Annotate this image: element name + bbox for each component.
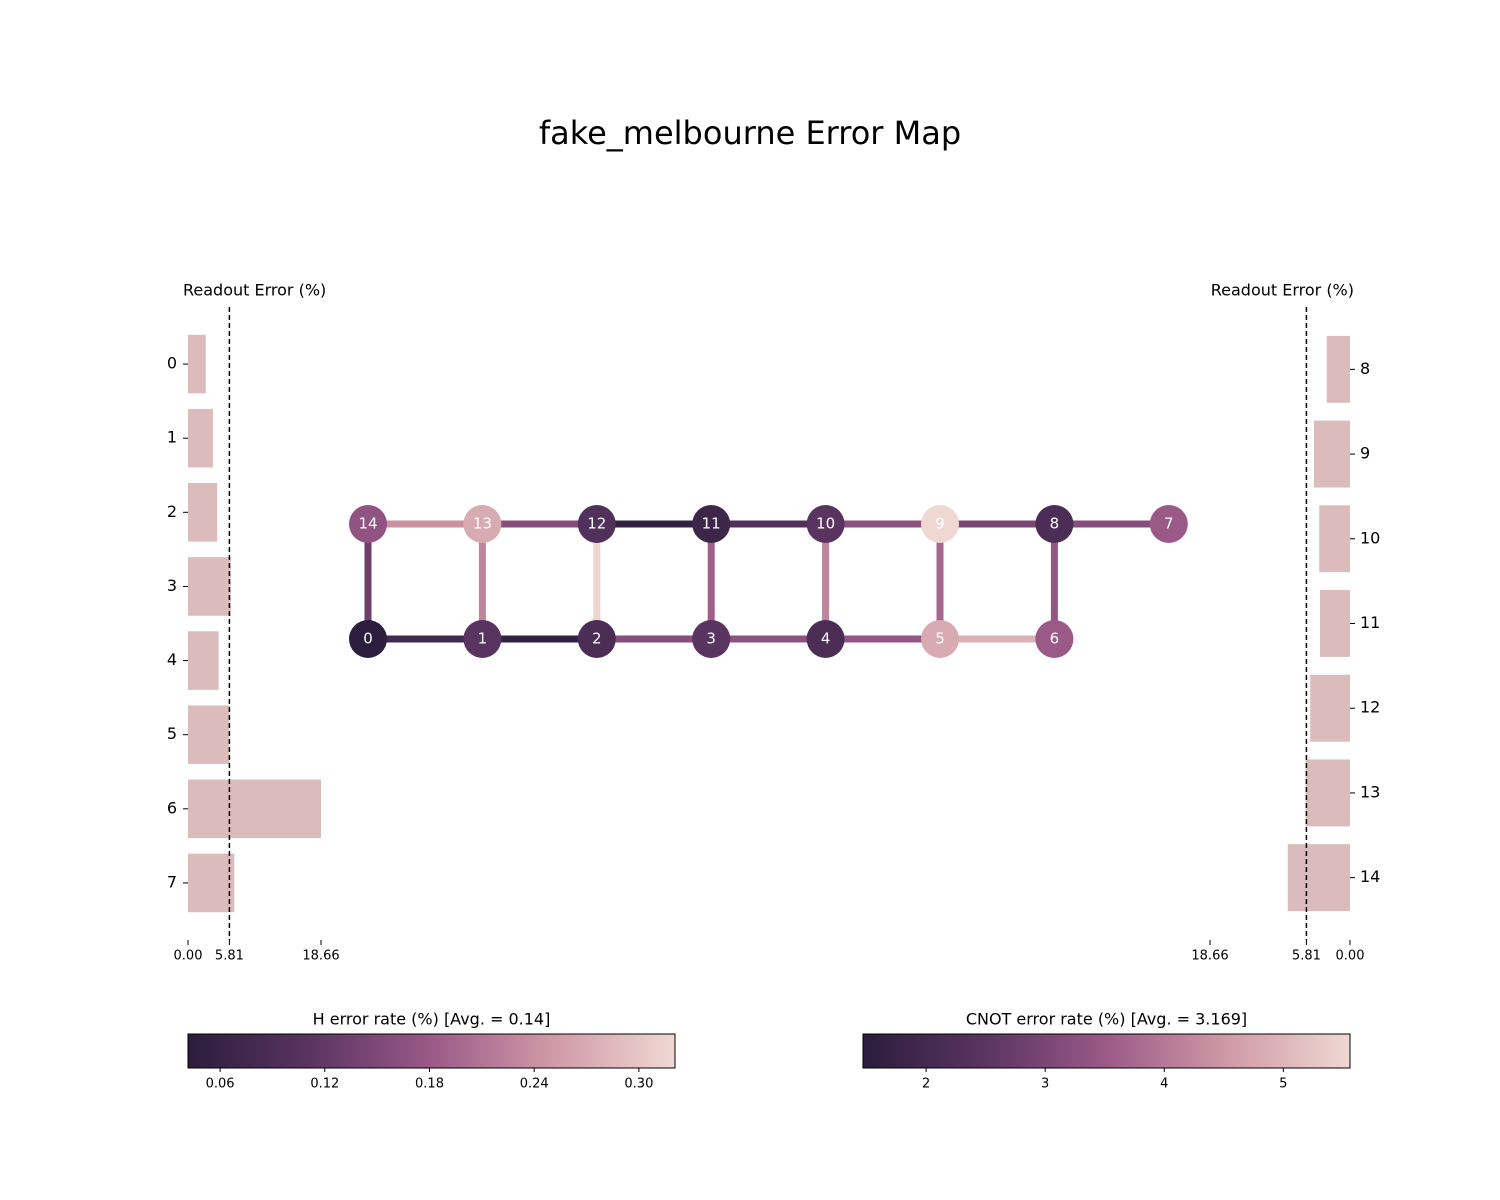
y-tick-label: 11 [1360,613,1380,632]
qubit-label: 2 [592,630,602,648]
y-tick-label: 9 [1360,444,1370,463]
bar [188,779,321,839]
qubit-node [349,620,387,658]
bar [188,853,235,913]
bar [188,408,213,468]
qubit-node [349,505,387,543]
y-tick-label: 1 [167,428,177,447]
y-tick-label: 14 [1360,867,1380,886]
colorbar-tick-label: 0.24 [520,1077,549,1092]
colorbar-tick-label: 0.12 [310,1077,339,1092]
qubit-label: 1 [478,630,488,648]
colorbar-tick-label: 0.06 [206,1077,235,1092]
x-tick-label: 0.00 [1336,949,1365,964]
x-tick-label: 0.00 [174,949,203,964]
bar [188,334,206,394]
qubit-node [921,620,959,658]
qubit-label: 4 [821,630,831,648]
bar [188,705,230,764]
y-tick-label: 4 [167,650,177,669]
bar [1313,420,1350,488]
y-tick-label: 2 [167,502,177,521]
qubit-node [1035,505,1074,543]
colorbar-title: CNOT error rate (%) [Avg. = 3.169] [966,1010,1247,1029]
qubit-node [1149,505,1188,543]
qubit-label: 13 [473,515,492,533]
qubit-label: 11 [702,515,721,533]
y-tick-label: 13 [1360,782,1380,801]
bar [1310,674,1350,742]
qubit-node [463,620,502,658]
colorbar [187,1033,676,1069]
qubit-node [806,620,845,658]
qubit-label: 12 [587,515,606,533]
qubit-node [1035,620,1074,658]
bar [1319,505,1350,573]
qubit-label: 6 [1050,630,1060,648]
colorbar-tick-label: 0.30 [624,1077,653,1092]
x-tick-label: 5.81 [1292,949,1321,964]
x-tick-label: 18.66 [302,949,339,964]
qubit-node [577,620,616,658]
bar [188,631,219,690]
axis-title: Readout Error (%) [183,281,326,300]
qubit-node [692,620,731,658]
chart-title: fake_melbourne Error Map [539,114,961,152]
bar [1287,844,1350,912]
x-tick-label: 5.81 [215,949,244,964]
y-tick-label: 12 [1360,698,1380,717]
colorbar-tick-label: 4 [1160,1077,1168,1092]
bar [1319,590,1350,657]
qubit-label: 5 [935,630,945,648]
y-tick-label: 7 [167,872,177,891]
axis-title: Readout Error (%) [1211,281,1354,300]
bar [188,557,231,616]
y-tick-label: 8 [1360,359,1370,378]
qubit-node [692,505,731,543]
qubit-node [463,505,502,543]
bar [1326,335,1350,403]
y-tick-label: 3 [167,576,177,595]
bar [188,483,218,542]
qubit-label: 8 [1050,515,1060,533]
x-tick-label: 18.66 [1191,949,1228,964]
y-tick-label: 10 [1360,528,1380,547]
qubit-label: 3 [706,630,716,648]
y-tick-label: 0 [167,354,177,373]
colorbar-tick-label: 2 [922,1077,930,1092]
qubit-label: 14 [358,515,377,533]
colorbar-tick-label: 0.18 [415,1077,444,1092]
colorbar-tick-label: 3 [1041,1077,1049,1092]
qubit-node [921,505,959,543]
colorbar-tick-label: 5 [1279,1077,1287,1092]
colorbar-title: H error rate (%) [Avg. = 0.14] [313,1010,551,1029]
qubit-label: 10 [816,515,835,533]
qubit-node [577,505,616,543]
bar [1305,759,1350,827]
qubit-label: 9 [935,515,945,533]
colorbar [862,1033,1351,1069]
y-tick-label: 6 [167,798,177,817]
y-tick-label: 5 [167,724,177,743]
qubit-node [806,505,845,543]
qubit-label: 0 [363,630,373,648]
qubit-label: 7 [1164,515,1174,533]
